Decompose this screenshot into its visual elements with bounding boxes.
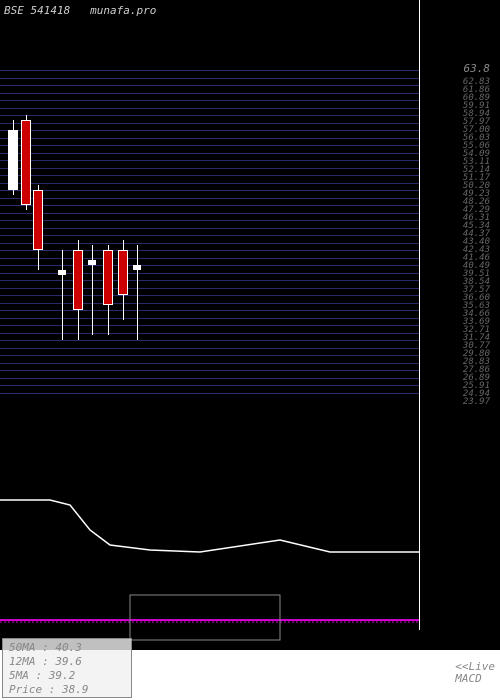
- ma5-label: 5MA : 39.2: [9, 669, 125, 683]
- candle-body: [88, 260, 96, 265]
- price-axis: 63.862.8361.8660.8959.9158.9457.9757.005…: [420, 70, 490, 470]
- macd-box: [130, 595, 280, 640]
- candle-wick: [62, 250, 63, 340]
- ma50-label: 50MA : 40.3: [9, 641, 125, 655]
- volume-svg: [0, 490, 500, 590]
- info-box: 50MA : 40.3 12MA : 39.6 5MA : 39.2 Price…: [2, 638, 132, 698]
- price-tick: 63.8: [464, 65, 491, 73]
- candlestick[interactable]: [55, 70, 69, 400]
- candle-body: [103, 250, 113, 305]
- candle-body: [33, 190, 43, 250]
- candlestick[interactable]: [70, 70, 86, 400]
- candle-body: [58, 270, 66, 275]
- candle-body: [73, 250, 83, 310]
- candlestick[interactable]: [130, 70, 144, 400]
- candle-wick: [137, 245, 138, 340]
- symbol-text: BSE 541418: [4, 4, 70, 17]
- chart-container: BSE 541418 munafa.pro 63.862.8361.8660.8…: [0, 0, 500, 700]
- candle-body: [118, 250, 128, 295]
- ma12-label: 12MA : 39.6: [9, 655, 125, 669]
- candlestick[interactable]: [30, 70, 46, 400]
- macd-text: MACD: [455, 673, 495, 685]
- cursor-line: [419, 0, 420, 630]
- candlestick[interactable]: [115, 70, 131, 400]
- candle-body: [8, 130, 18, 190]
- candlestick-area[interactable]: [0, 70, 200, 400]
- candle-wick: [92, 245, 93, 335]
- price-label: Price : 38.9: [9, 683, 125, 697]
- source-text: munafa.pro: [90, 4, 156, 17]
- candlestick[interactable]: [85, 70, 99, 400]
- price-tick: 23.97: [463, 398, 490, 406]
- volume-panel: [0, 490, 500, 590]
- candlestick[interactable]: [100, 70, 116, 400]
- chart-header: BSE 541418 munafa.pro: [4, 4, 156, 17]
- live-indicator: <<Live MACD: [455, 661, 495, 685]
- volume-line: [0, 500, 420, 552]
- main-chart-panel: BSE 541418 munafa.pro 63.862.8361.8660.8…: [0, 0, 500, 490]
- candle-body: [133, 265, 141, 270]
